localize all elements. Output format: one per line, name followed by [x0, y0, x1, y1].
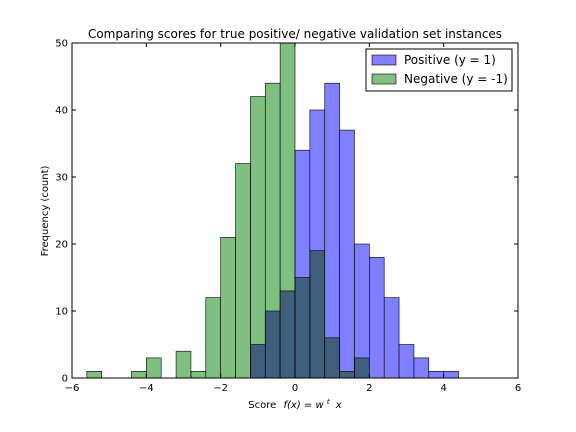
positive-bar-12 [428, 370, 444, 379]
legend-swatch-negative [371, 73, 397, 85]
negative-bar-4 [190, 370, 207, 379]
negative-bar-0 [86, 370, 103, 379]
negative-bar-6 [220, 237, 236, 379]
legend-label-negative: Negative (y = -1) [404, 72, 508, 86]
x-axis-label-math-tail: x [335, 400, 342, 411]
positive-bar-5 [324, 82, 340, 379]
legend-swatch-positive [371, 54, 397, 66]
negative-bar-11 [294, 277, 311, 379]
chart-title: Comparing scores for true positive/ nega… [88, 27, 502, 41]
negative-bar-8 [250, 96, 266, 379]
negative-bar-15 [354, 357, 370, 379]
negative-bar-3 [175, 350, 192, 379]
negative-bar-5 [205, 297, 221, 379]
negative-bar-14 [339, 370, 355, 379]
positive-bar-9 [383, 297, 400, 379]
x-tick-label-3: 0 [292, 383, 298, 394]
positive-bar-10 [398, 344, 415, 379]
x-tick-label-0: −6 [65, 383, 80, 394]
legend: Positive (y = 1) Negative (y = -1) [365, 48, 513, 92]
positive-bar-11 [413, 357, 430, 379]
x-tick-label-5: 4 [440, 383, 446, 394]
y-tick-label-0: 0 [62, 374, 68, 385]
negative-bar-10 [279, 42, 296, 379]
y-axis-label: Frequency (count) [40, 165, 51, 256]
negative-bar-2 [146, 357, 162, 379]
y-tick-label-2: 20 [55, 240, 68, 251]
negative-bar-1 [131, 370, 147, 379]
x-tick-label-4: 2 [366, 383, 372, 394]
x-tick-label-2: −2 [213, 383, 228, 394]
positive-bar-13 [443, 370, 459, 379]
x-tick-label-1: −4 [139, 383, 154, 394]
negative-bar-7 [235, 163, 251, 379]
positive-bar-6 [339, 129, 355, 379]
negative-bar-12 [309, 250, 326, 379]
x-tick-label-6: 6 [515, 383, 521, 394]
negative-bar-9 [264, 82, 281, 379]
y-tick-label-3: 30 [55, 173, 68, 184]
negative-bar-13 [324, 337, 340, 379]
positive-bar-8 [369, 257, 385, 379]
x-axis-label: Score f(x) = w t x [248, 396, 341, 411]
ticks-layer: −6 −4 −2 0 2 4 6 0 10 20 30 40 50 [55, 39, 521, 395]
x-axis-label-math: f(x) = w [284, 400, 325, 411]
y-tick-label-5: 50 [55, 39, 68, 50]
y-tick-label-4: 40 [55, 106, 68, 117]
legend-label-positive: Positive (y = 1) [404, 53, 496, 67]
bars-layer [86, 42, 459, 379]
x-axis-label-text: Score [248, 400, 276, 411]
x-axis-label-math-sup: t [327, 398, 330, 406]
y-tick-label-1: 10 [55, 307, 68, 318]
